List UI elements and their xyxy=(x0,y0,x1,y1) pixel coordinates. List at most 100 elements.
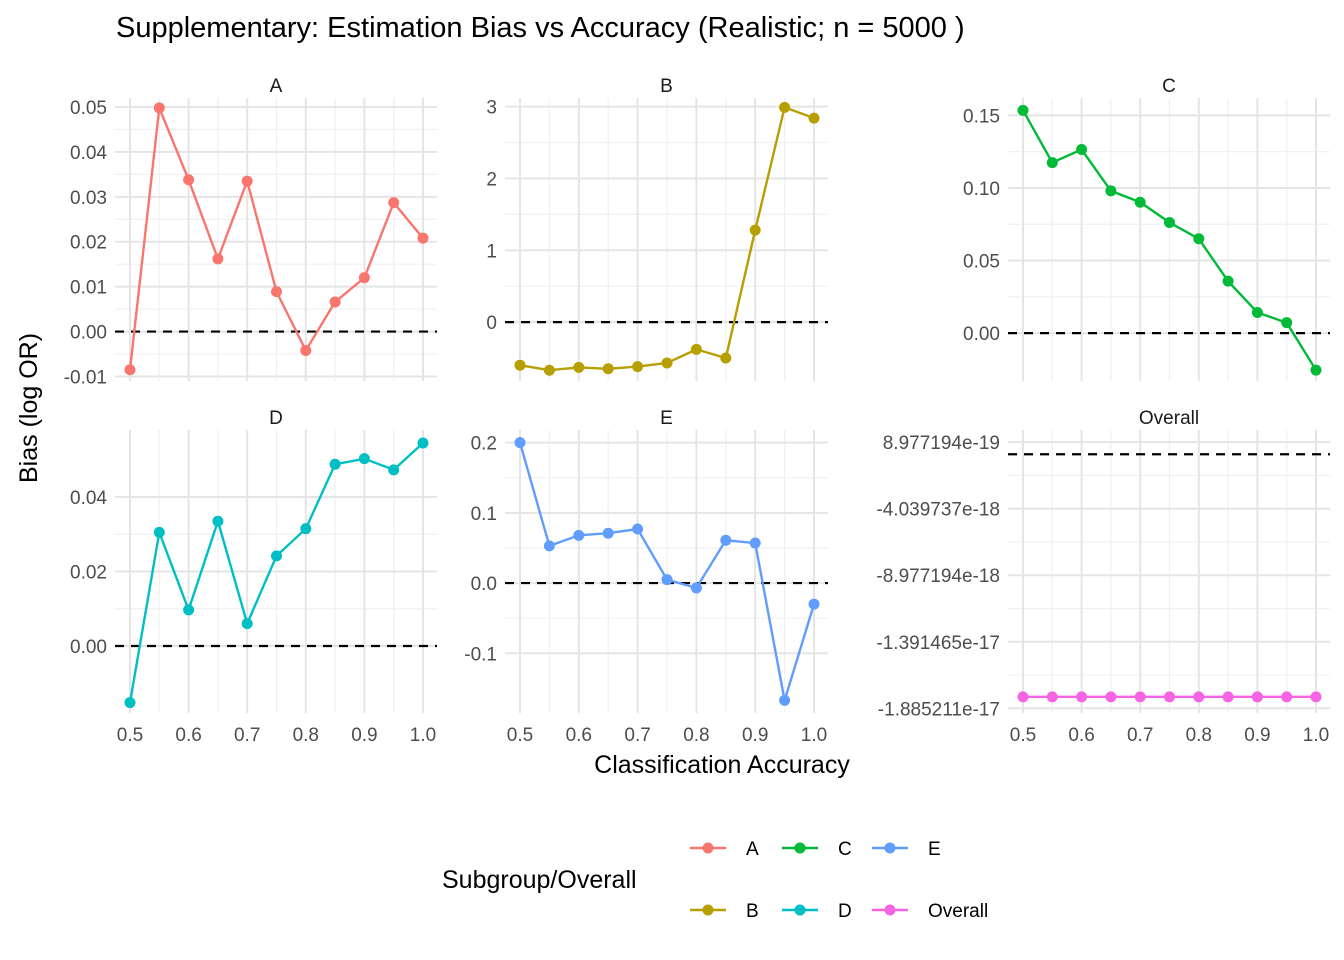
y-tick-label: 0.02 xyxy=(70,563,107,584)
data-point-C xyxy=(1046,157,1058,169)
data-point-D xyxy=(153,526,165,538)
x-tick-label: 0.7 xyxy=(624,725,650,746)
data-point-Overall xyxy=(1105,691,1117,703)
legend-label-Overall: Overall xyxy=(928,901,988,922)
data-point-Overall xyxy=(1193,691,1205,703)
data-point-C xyxy=(1281,317,1293,329)
data-point-D xyxy=(124,697,136,709)
data-point-C xyxy=(1105,185,1117,197)
data-point-D xyxy=(183,604,195,616)
y-tick-label: 0.02 xyxy=(70,233,107,254)
y-tick-label: 0.04 xyxy=(70,143,107,164)
data-point-Overall xyxy=(1251,691,1263,703)
data-point-D xyxy=(329,458,341,470)
x-tick-label: 0.5 xyxy=(117,725,143,746)
data-point-C xyxy=(1251,306,1263,318)
legend-label-D: D xyxy=(838,901,852,922)
data-point-D xyxy=(388,464,400,476)
y-tick-label: 0.2 xyxy=(471,434,497,455)
y-tick-label: -4.039737e-18 xyxy=(876,500,1000,521)
data-point-D xyxy=(300,523,312,535)
legend-label-B: B xyxy=(746,901,759,922)
y-tick-label: 0.05 xyxy=(963,252,1000,273)
data-point-B xyxy=(661,357,673,369)
y-axis-title: Bias (log OR) xyxy=(15,333,43,483)
y-tick-label: 2 xyxy=(486,169,497,190)
data-point-E xyxy=(779,694,791,706)
y-tick-label: -1.885211e-17 xyxy=(878,699,1000,720)
data-point-D xyxy=(271,550,282,562)
data-point-B xyxy=(602,363,614,375)
data-point-E xyxy=(602,527,614,539)
x-tick-label: 0.7 xyxy=(234,725,260,746)
data-point-D xyxy=(358,453,370,465)
data-point-A xyxy=(241,175,253,187)
y-tick-label: -0.01 xyxy=(64,368,107,389)
data-point-C xyxy=(1017,104,1029,116)
legend-key-point xyxy=(794,842,806,854)
data-point-B xyxy=(720,352,732,364)
data-point-E xyxy=(543,540,555,552)
data-point-E xyxy=(661,574,673,586)
y-tick-label: 0 xyxy=(486,313,497,334)
y-tick-label: 0.05 xyxy=(70,98,107,119)
data-point-C xyxy=(1076,144,1088,156)
legend-key-point xyxy=(884,904,896,916)
data-point-A xyxy=(417,232,429,244)
data-point-C xyxy=(1164,217,1175,229)
y-tick-label: 0.01 xyxy=(70,278,107,299)
legend-key-point xyxy=(794,904,806,916)
data-point-E xyxy=(632,523,644,535)
y-tick-label: 0.04 xyxy=(70,488,107,509)
legend-key-point xyxy=(884,842,896,854)
data-point-C xyxy=(1193,233,1205,245)
facet-label-B: B xyxy=(660,76,673,97)
data-point-Overall xyxy=(1046,691,1058,703)
y-tick-label: -8.977194e-18 xyxy=(876,566,1000,587)
data-point-Overall xyxy=(1076,691,1088,703)
x-tick-label: 0.7 xyxy=(1127,725,1153,746)
y-tick-label: 0.10 xyxy=(963,179,1000,200)
data-point-Overall xyxy=(1134,691,1146,703)
data-point-B xyxy=(690,343,702,355)
legend-key-point xyxy=(702,842,714,854)
data-point-E xyxy=(690,582,702,594)
x-tick-label: 0.6 xyxy=(566,725,592,746)
data-point-B xyxy=(749,224,761,236)
data-point-E xyxy=(749,537,761,549)
y-tick-label: 0.15 xyxy=(963,106,1000,127)
y-tick-label: 0.1 xyxy=(471,504,497,525)
y-tick-label: 0.00 xyxy=(70,323,107,344)
y-tick-label: 0.00 xyxy=(963,324,1000,345)
x-tick-label: 0.8 xyxy=(683,725,709,746)
data-point-A xyxy=(358,272,370,284)
data-point-Overall xyxy=(1281,691,1293,703)
data-point-A xyxy=(271,286,282,298)
x-tick-label: 0.9 xyxy=(742,725,768,746)
x-tick-label: 0.9 xyxy=(351,725,377,746)
data-point-Overall xyxy=(1222,691,1234,703)
legend-label-A: A xyxy=(746,839,759,860)
data-point-Overall xyxy=(1310,691,1322,703)
data-point-A xyxy=(388,197,400,209)
legend-key-point xyxy=(702,904,714,916)
x-tick-label: 0.6 xyxy=(1068,725,1094,746)
data-point-E xyxy=(720,534,732,546)
y-tick-label: 1 xyxy=(486,241,497,262)
data-point-B xyxy=(632,361,644,373)
x-tick-label: 0.5 xyxy=(1010,725,1036,746)
data-point-D xyxy=(212,515,224,527)
facet-label-C: C xyxy=(1162,76,1176,97)
data-point-C xyxy=(1222,275,1234,287)
x-tick-label: 1.0 xyxy=(410,725,436,746)
y-tick-label: 3 xyxy=(486,98,497,119)
data-point-B xyxy=(543,364,555,376)
y-tick-label: 0.03 xyxy=(70,188,107,209)
data-point-A xyxy=(329,296,341,308)
x-tick-label: 1.0 xyxy=(801,725,827,746)
data-point-Overall xyxy=(1017,691,1029,703)
data-point-D xyxy=(241,618,253,630)
y-tick-label: 0.00 xyxy=(70,637,107,658)
x-tick-label: 1.0 xyxy=(1303,725,1329,746)
